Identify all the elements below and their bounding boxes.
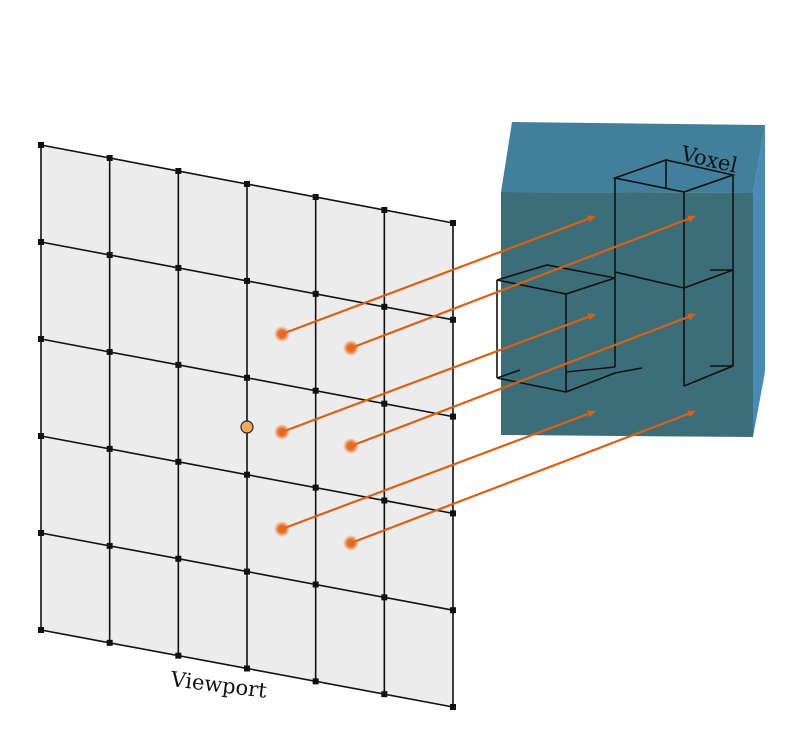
ray-line bbox=[350, 412, 689, 545]
viewport-grid-node bbox=[106, 348, 113, 355]
viewport-grid-node bbox=[175, 264, 182, 271]
viewport-grid-node bbox=[450, 704, 456, 710]
viewport-grid-node bbox=[381, 594, 388, 601]
volume-top-face bbox=[501, 122, 765, 193]
voxel-wireframes bbox=[496, 159, 736, 393]
viewport-grid-node bbox=[38, 142, 44, 148]
voxel-edge bbox=[614, 367, 643, 374]
ray-line bbox=[350, 217, 689, 350]
viewport-grid-node bbox=[175, 361, 182, 368]
viewport-grid-node bbox=[175, 652, 182, 659]
viewport-grid-node bbox=[312, 484, 319, 491]
viewport-grid-node bbox=[312, 581, 319, 588]
viewport-grid-node bbox=[38, 530, 44, 536]
volume-side-face bbox=[753, 125, 765, 437]
ray-sample-point bbox=[343, 438, 359, 454]
viewport-grid-node bbox=[106, 251, 113, 258]
viewport-grid-node bbox=[175, 168, 182, 174]
viewport-grid-node bbox=[381, 400, 388, 407]
viewport-grid-node bbox=[106, 445, 113, 452]
ray-sample-point bbox=[343, 535, 359, 551]
ray-line bbox=[281, 217, 589, 336]
viewport-grid-node bbox=[450, 316, 456, 323]
viewport-grid-node bbox=[106, 639, 113, 646]
voxel-edge bbox=[565, 372, 616, 393]
viewport-grid-node bbox=[38, 433, 44, 439]
viewport-label: Viewport bbox=[168, 667, 268, 703]
ray-line bbox=[281, 412, 589, 531]
viewport-grid-node bbox=[244, 374, 250, 381]
voxel-edge bbox=[496, 377, 567, 393]
viewport-grid-node bbox=[450, 220, 456, 226]
viewport-grid-node bbox=[450, 607, 456, 614]
ray-sample-point bbox=[274, 521, 290, 537]
voxel-edge bbox=[683, 269, 734, 289]
ray-arrowhead bbox=[587, 215, 596, 223]
viewport-grid-node bbox=[38, 239, 44, 245]
viewport-grid-node bbox=[312, 290, 319, 297]
voxel-edge bbox=[565, 366, 616, 373]
ray-arrowhead bbox=[687, 313, 696, 321]
viewport-grid-node bbox=[450, 510, 456, 517]
viewport-grid-node bbox=[312, 194, 319, 200]
viewport-grid-node bbox=[381, 303, 388, 310]
viewport-grid-node bbox=[175, 458, 182, 465]
voxel-edge bbox=[683, 365, 734, 387]
viewport-grid-node bbox=[381, 207, 388, 213]
volume-front-face bbox=[501, 192, 753, 437]
viewport-grid-node bbox=[381, 691, 388, 698]
ray-line bbox=[350, 315, 689, 448]
viewport-grid-node bbox=[381, 497, 388, 504]
viewport-grid-node bbox=[38, 336, 44, 342]
ray-sample-point bbox=[274, 326, 290, 342]
viewport-grid-node bbox=[312, 387, 319, 394]
voxel-edge bbox=[614, 271, 685, 289]
ray-arrowhead bbox=[587, 313, 596, 321]
viewport-center-point bbox=[240, 420, 254, 434]
ray-arrowhead bbox=[687, 215, 696, 223]
ray-line bbox=[281, 315, 589, 434]
viewport-grid-node bbox=[450, 413, 456, 420]
viewport-grid-node bbox=[244, 181, 250, 187]
ray-sample-point bbox=[343, 340, 359, 356]
rays bbox=[274, 215, 696, 551]
viewport-grid-node bbox=[244, 665, 250, 672]
viewport-grid-nodes bbox=[38, 142, 456, 710]
ray-sample-point bbox=[274, 424, 290, 440]
viewport-grid-node bbox=[244, 471, 250, 478]
viewport-grid-node bbox=[38, 627, 44, 633]
voxel-edge bbox=[496, 369, 521, 379]
viewport-grid-node bbox=[312, 678, 319, 685]
voxel-cube-top bbox=[496, 264, 616, 295]
viewport-grid-node bbox=[106, 155, 113, 161]
ray-arrowhead bbox=[687, 410, 696, 418]
viewport-grid-node bbox=[244, 277, 250, 284]
viewport-grid-node bbox=[106, 542, 113, 549]
ray-arrowhead bbox=[587, 410, 596, 418]
viewport-grid-node bbox=[244, 568, 250, 575]
viewport-grid-node bbox=[175, 555, 182, 562]
volume: Voxel bbox=[496, 122, 765, 437]
